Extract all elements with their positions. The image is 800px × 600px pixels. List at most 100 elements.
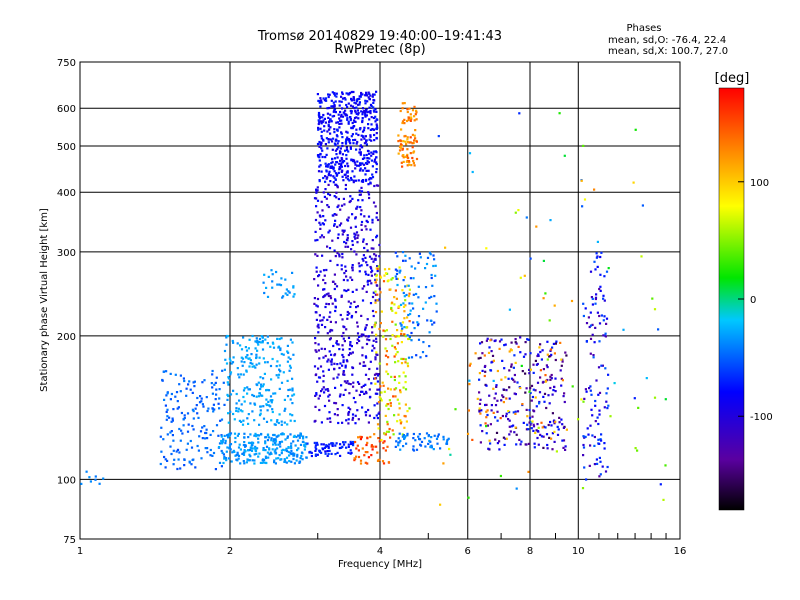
data-point bbox=[361, 390, 364, 393]
data-point bbox=[335, 139, 338, 142]
data-point bbox=[560, 364, 563, 367]
data-point bbox=[290, 447, 293, 450]
data-point bbox=[274, 451, 277, 454]
data-point bbox=[206, 447, 209, 450]
data-point bbox=[286, 436, 289, 439]
data-point bbox=[328, 417, 332, 420]
data-point bbox=[356, 332, 360, 335]
data-point bbox=[339, 119, 342, 122]
data-point bbox=[435, 437, 439, 440]
data-point bbox=[370, 444, 373, 447]
data-point bbox=[427, 442, 430, 445]
data-point bbox=[395, 335, 399, 338]
data-point bbox=[340, 157, 343, 160]
data-point bbox=[332, 344, 335, 348]
data-point bbox=[354, 109, 357, 112]
data-point bbox=[343, 97, 346, 100]
data-point bbox=[159, 435, 162, 438]
data-point bbox=[291, 377, 294, 380]
data-point bbox=[560, 418, 563, 421]
data-point bbox=[341, 344, 344, 347]
data-point bbox=[333, 170, 336, 173]
data-point bbox=[345, 103, 348, 107]
data-point bbox=[508, 433, 511, 436]
data-point bbox=[323, 347, 326, 351]
data-point bbox=[235, 458, 238, 461]
data-point bbox=[534, 359, 537, 362]
data-point bbox=[288, 291, 291, 294]
data-point bbox=[604, 367, 607, 370]
data-point bbox=[371, 344, 374, 347]
data-point bbox=[272, 438, 276, 441]
data-point bbox=[229, 432, 233, 435]
data-point bbox=[536, 430, 539, 433]
data-point bbox=[342, 197, 345, 200]
x-axis-ticks: 1 2 4 6 8 10 16 bbox=[77, 533, 686, 557]
data-point bbox=[351, 416, 355, 419]
data-point bbox=[582, 314, 585, 318]
data-point bbox=[598, 442, 601, 445]
data-point bbox=[403, 437, 406, 440]
data-point bbox=[359, 163, 362, 166]
data-point bbox=[401, 327, 404, 330]
data-point bbox=[242, 389, 246, 392]
data-point bbox=[325, 153, 328, 156]
data-point bbox=[492, 359, 495, 362]
data-point bbox=[542, 259, 545, 262]
data-point bbox=[263, 273, 266, 276]
data-point bbox=[373, 93, 376, 96]
data-point bbox=[239, 373, 242, 376]
data-point bbox=[362, 163, 366, 166]
data-point bbox=[347, 412, 350, 415]
data-point bbox=[598, 409, 601, 412]
data-point bbox=[341, 136, 344, 139]
data-point bbox=[259, 461, 262, 464]
data-point bbox=[351, 418, 354, 421]
data-point bbox=[346, 106, 349, 109]
data-point bbox=[210, 382, 213, 385]
data-point bbox=[366, 338, 369, 341]
colorbar-tick-label: 100 bbox=[750, 178, 769, 189]
data-point bbox=[542, 425, 545, 428]
data-point bbox=[582, 400, 585, 403]
data-point bbox=[407, 337, 410, 341]
data-point bbox=[328, 393, 331, 396]
data-point bbox=[399, 109, 402, 113]
data-point bbox=[342, 393, 345, 396]
data-point bbox=[435, 302, 438, 305]
data-point bbox=[288, 369, 291, 372]
data-point bbox=[433, 321, 436, 324]
data-point bbox=[236, 342, 239, 345]
data-point bbox=[407, 284, 410, 287]
data-point bbox=[402, 156, 405, 159]
data-point bbox=[406, 362, 409, 365]
data-point bbox=[406, 410, 409, 413]
data-point bbox=[354, 102, 357, 105]
data-point bbox=[468, 383, 471, 386]
data-point bbox=[211, 454, 214, 457]
data-point bbox=[483, 374, 486, 378]
data-point bbox=[353, 101, 356, 104]
data-point bbox=[313, 302, 316, 305]
data-point bbox=[544, 380, 547, 383]
data-point bbox=[376, 380, 379, 383]
data-point bbox=[344, 441, 347, 444]
data-point bbox=[371, 95, 374, 98]
data-point bbox=[349, 408, 352, 411]
data-point bbox=[357, 133, 360, 137]
data-point bbox=[479, 441, 482, 444]
data-point bbox=[344, 245, 347, 248]
data-point bbox=[349, 142, 352, 145]
data-point bbox=[345, 113, 348, 116]
data-point bbox=[291, 394, 294, 397]
data-point bbox=[375, 340, 378, 343]
data-point bbox=[255, 452, 258, 455]
data-point bbox=[454, 408, 457, 411]
data-point bbox=[432, 254, 435, 257]
data-point bbox=[322, 374, 325, 377]
data-point bbox=[349, 440, 352, 443]
data-point bbox=[353, 250, 356, 253]
data-point bbox=[413, 115, 416, 118]
data-point bbox=[324, 156, 327, 159]
